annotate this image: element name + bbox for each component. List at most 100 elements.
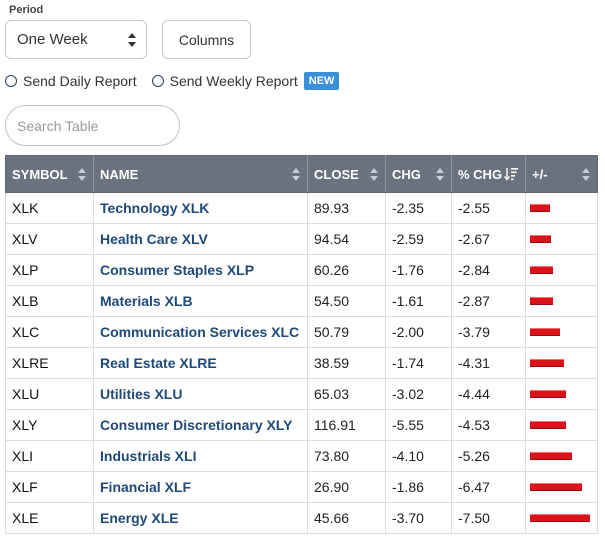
- sector-name-link[interactable]: Utilities XLU: [100, 386, 183, 402]
- header-close-label: CLOSE: [314, 166, 359, 182]
- cell-chg: -2.59: [385, 223, 452, 255]
- weekly-report-label: Send Weekly Report: [169, 73, 298, 89]
- cell-chg: -1.86: [385, 471, 452, 503]
- header-symbol-label: SYMBOL: [12, 166, 68, 182]
- send-weekly-report-option[interactable]: Send Weekly Report NEW: [151, 72, 340, 90]
- cell-close: 116.91: [307, 409, 386, 441]
- change-bar: [530, 390, 566, 398]
- sector-name-link[interactable]: Technology XLK: [100, 200, 210, 216]
- sector-name-link[interactable]: Consumer Staples XLP: [100, 262, 255, 278]
- cell-name: Communication Services XLC: [93, 316, 308, 348]
- cell-pct-chg: -2.87: [451, 285, 526, 317]
- sort-icon: [292, 168, 300, 181]
- table-row: XLE Energy XLE 45.66 -3.70 -7.50: [5, 502, 598, 534]
- cell-plus-minus: [525, 254, 598, 286]
- new-badge: NEW: [303, 72, 340, 90]
- cell-pct-chg: -4.31: [451, 347, 526, 379]
- sort-icon: [436, 168, 444, 181]
- cell-symbol: XLF: [5, 471, 94, 503]
- sector-name-link[interactable]: Consumer Discretionary XLY: [100, 417, 293, 433]
- cell-chg: -1.74: [385, 347, 452, 379]
- select-arrows-icon: [128, 33, 136, 47]
- change-bar: [530, 452, 572, 460]
- header-plus-minus-label: +/-: [532, 166, 548, 182]
- table-row: XLB Materials XLB 54.50 -1.61 -2.87: [5, 285, 598, 317]
- report-options: Send Daily Report Send Weekly Report NEW: [5, 71, 340, 91]
- cell-pct-chg: -3.79: [451, 316, 526, 348]
- weekly-radio[interactable]: [151, 75, 164, 87]
- cell-pct-chg: -2.84: [451, 254, 526, 286]
- cell-close: 50.79: [307, 316, 386, 348]
- change-bar: [530, 514, 590, 522]
- cell-symbol: XLY: [5, 409, 94, 441]
- cell-symbol: XLRE: [5, 347, 94, 379]
- cell-plus-minus: [525, 223, 598, 255]
- table-header-row: SYMBOL NAME CLOSE CHG % CHG: [5, 155, 598, 193]
- cell-pct-chg: -2.67: [451, 223, 526, 255]
- header-pct-chg[interactable]: % CHG: [451, 155, 526, 193]
- sector-name-link[interactable]: Communication Services XLC: [100, 324, 300, 340]
- sort-descending-icon: [504, 168, 518, 181]
- sector-name-link[interactable]: Industrials XLI: [100, 448, 197, 464]
- header-name-label: NAME: [100, 166, 139, 182]
- cell-name: Financial XLF: [93, 471, 308, 503]
- cell-chg: -4.10: [385, 440, 452, 472]
- cell-plus-minus: [525, 502, 598, 534]
- send-daily-report-option[interactable]: Send Daily Report: [5, 73, 137, 89]
- cell-close: 73.80: [307, 440, 386, 472]
- cell-close: 89.93: [307, 192, 386, 224]
- cell-name: Energy XLE: [93, 502, 308, 534]
- cell-chg: -2.00: [385, 316, 452, 348]
- cell-plus-minus: [525, 316, 598, 348]
- cell-symbol: XLK: [5, 192, 94, 224]
- sort-icon: [370, 168, 378, 181]
- cell-name: Real Estate XLRE: [93, 347, 308, 379]
- search-table-input[interactable]: [5, 105, 180, 146]
- header-symbol[interactable]: SYMBOL: [5, 155, 94, 193]
- cell-symbol: XLI: [5, 440, 94, 472]
- period-select[interactable]: One Week: [5, 20, 147, 59]
- table-row: XLRE Real Estate XLRE 38.59 -1.74 -4.31: [5, 347, 598, 379]
- cell-symbol: XLU: [5, 378, 94, 410]
- header-plus-minus[interactable]: +/-: [525, 155, 598, 193]
- cell-name: Technology XLK: [93, 192, 308, 224]
- cell-chg: -1.76: [385, 254, 452, 286]
- cell-close: 45.66: [307, 502, 386, 534]
- header-chg[interactable]: CHG: [385, 155, 452, 193]
- cell-plus-minus: [525, 471, 598, 503]
- cell-pct-chg: -4.53: [451, 409, 526, 441]
- table-body: XLK Technology XLK 89.93 -2.35 -2.55 XLV Healt…: [5, 192, 598, 534]
- change-bar: [530, 297, 553, 305]
- sector-name-link[interactable]: Energy XLE: [100, 510, 179, 526]
- sector-name-link[interactable]: Health Care XLV: [100, 231, 208, 247]
- change-bar: [530, 266, 553, 274]
- cell-name: Utilities XLU: [93, 378, 308, 410]
- daily-radio[interactable]: [5, 75, 17, 87]
- cell-plus-minus: [525, 347, 598, 379]
- columns-button[interactable]: Columns: [162, 20, 251, 59]
- sector-name-link[interactable]: Real Estate XLRE: [100, 355, 217, 371]
- sector-name-link[interactable]: Financial XLF: [100, 479, 192, 495]
- table-row: XLK Technology XLK 89.93 -2.35 -2.55: [5, 192, 598, 224]
- cell-plus-minus: [525, 192, 598, 224]
- cell-symbol: XLP: [5, 254, 94, 286]
- header-name[interactable]: NAME: [93, 155, 308, 193]
- cell-name: Consumer Discretionary XLY: [93, 409, 308, 441]
- header-chg-label: CHG: [392, 166, 421, 182]
- table-row: XLU Utilities XLU 65.03 -3.02 -4.44: [5, 378, 598, 410]
- period-selected-value: One Week: [17, 31, 88, 48]
- table-row: XLC Communication Services XLC 50.79 -2.00-…: [5, 316, 598, 348]
- sort-icon: [582, 168, 590, 181]
- cell-plus-minus: [525, 440, 598, 472]
- cell-chg: -3.02: [385, 378, 452, 410]
- sector-name-link[interactable]: Materials XLB: [100, 293, 193, 309]
- sector-table: SYMBOL NAME CLOSE CHG % CHG: [5, 155, 598, 534]
- cell-name: Health Care XLV: [93, 223, 308, 255]
- header-pct-chg-label: % CHG: [458, 166, 503, 182]
- cell-plus-minus: [525, 285, 598, 317]
- cell-plus-minus: [525, 378, 598, 410]
- change-bar: [530, 204, 550, 212]
- header-close[interactable]: CLOSE: [307, 155, 386, 193]
- cell-symbol: XLB: [5, 285, 94, 317]
- cell-chg: -3.70: [385, 502, 452, 534]
